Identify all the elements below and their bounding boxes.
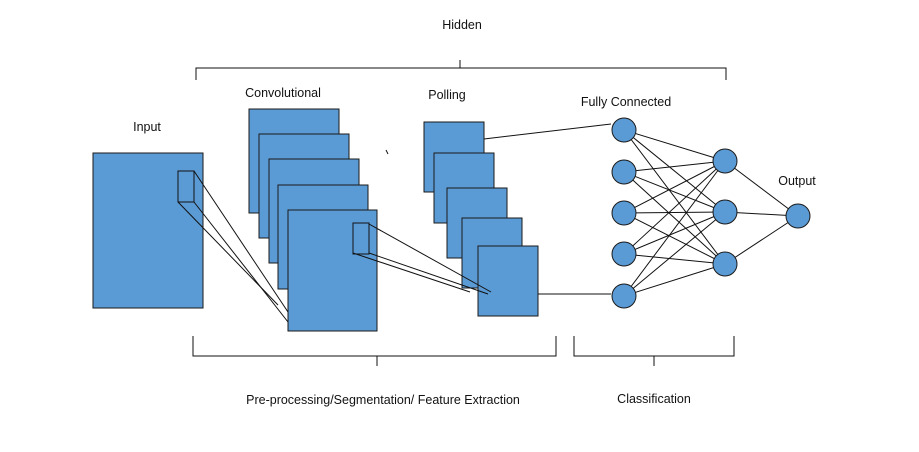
conv-to-pool-line	[352, 252, 471, 293]
fc-node	[611, 200, 637, 226]
classification-brace	[573, 336, 735, 366]
conv-to-pool-line	[368, 252, 489, 295]
input-label: Input	[133, 120, 161, 134]
fc-input-nodes	[611, 117, 637, 309]
preprocessing-brace	[192, 336, 557, 366]
input-to-conv-line	[193, 170, 289, 313]
convolutional-label: Convolutional	[245, 86, 321, 100]
fc-node	[611, 117, 637, 143]
hidden-node	[712, 251, 738, 277]
pooling-stack	[423, 121, 539, 317]
fc-node	[611, 241, 637, 267]
pool-feature-map	[477, 245, 539, 317]
input-to-conv-line	[193, 201, 289, 323]
fc-hidden-nodes	[712, 148, 738, 277]
fc-node	[611, 283, 637, 309]
hidden-label: Hidden	[442, 18, 482, 32]
conv-receptive-field	[352, 222, 370, 255]
hidden-node	[712, 148, 738, 174]
conv-to-pool-line	[368, 223, 492, 293]
input-to-conv-line	[177, 201, 279, 306]
classification-label: Classification	[617, 392, 691, 406]
output-node	[785, 203, 811, 229]
convolutional-stack	[248, 108, 378, 332]
polling-label: Polling	[428, 88, 466, 102]
fully-connected-label: Fully Connected	[581, 95, 671, 109]
conv-feature-map	[287, 209, 378, 332]
stray-mark	[385, 149, 389, 155]
fc-node	[611, 159, 637, 185]
input-square	[92, 152, 204, 309]
hidden-node	[712, 199, 738, 225]
output-label: Output	[778, 174, 816, 188]
fc-edges	[623, 129, 799, 297]
hidden-brace	[195, 60, 727, 80]
input-receptive-field	[177, 170, 195, 203]
preprocessing-label: Pre-processing/Segmentation/ Feature Ext…	[246, 393, 520, 407]
pool-to-fc-line	[483, 123, 612, 140]
